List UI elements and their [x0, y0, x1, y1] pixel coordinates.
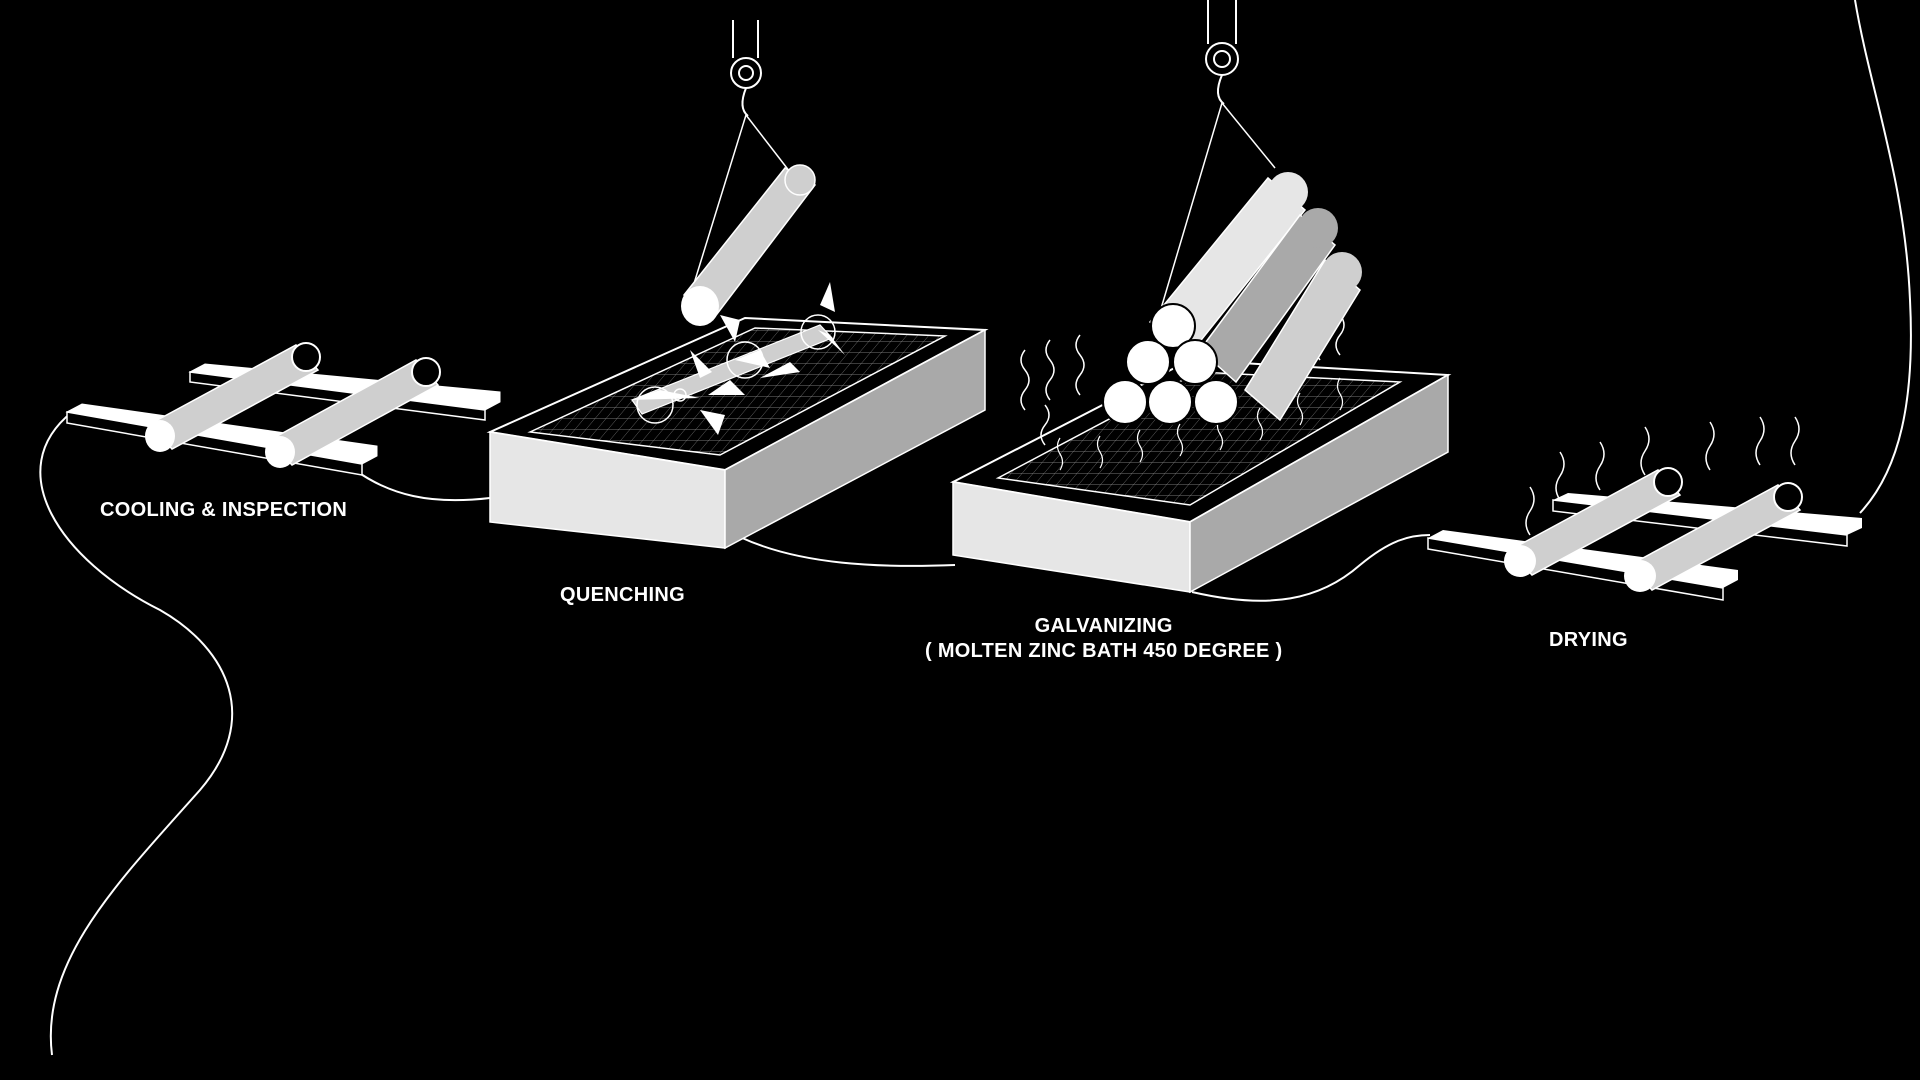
steam-icon: [1525, 416, 1800, 536]
galvanizing-label: GALVANIZING ( MOLTEN ZINC BATH 450 DEGRE…: [925, 614, 1282, 664]
splash-icon: [630, 282, 845, 435]
drying-rack: [1427, 467, 1862, 601]
pipe-icon: [145, 342, 321, 452]
quenching-label: QUENCHING: [560, 584, 685, 606]
pipe-bundle: [1102, 172, 1362, 425]
crane-hook-icon: [691, 20, 791, 291]
quench-tank: [486, 282, 989, 550]
pipe-icon: [1244, 252, 1362, 422]
galvanizing-subtitle: ( MOLTEN ZINC BATH 450 DEGREE ): [925, 640, 1283, 662]
conveyor-line: [39, 0, 1912, 1056]
cooling-inspection-label: COOLING & INSPECTION: [100, 499, 348, 521]
pipe-icon: [265, 357, 441, 468]
pipe-icon: [1624, 482, 1803, 592]
pipe-icon: [1504, 467, 1683, 577]
crane-hook-icon: [1159, 0, 1276, 313]
cooling-rack: [65, 342, 501, 476]
pipe-icon: [681, 164, 817, 326]
drying-label: DRYING: [1549, 629, 1628, 651]
galvanizing-tank: [949, 358, 1452, 594]
pipe-icon: [1198, 208, 1338, 384]
galvanizing-title: GALVANIZING: [1034, 615, 1173, 637]
